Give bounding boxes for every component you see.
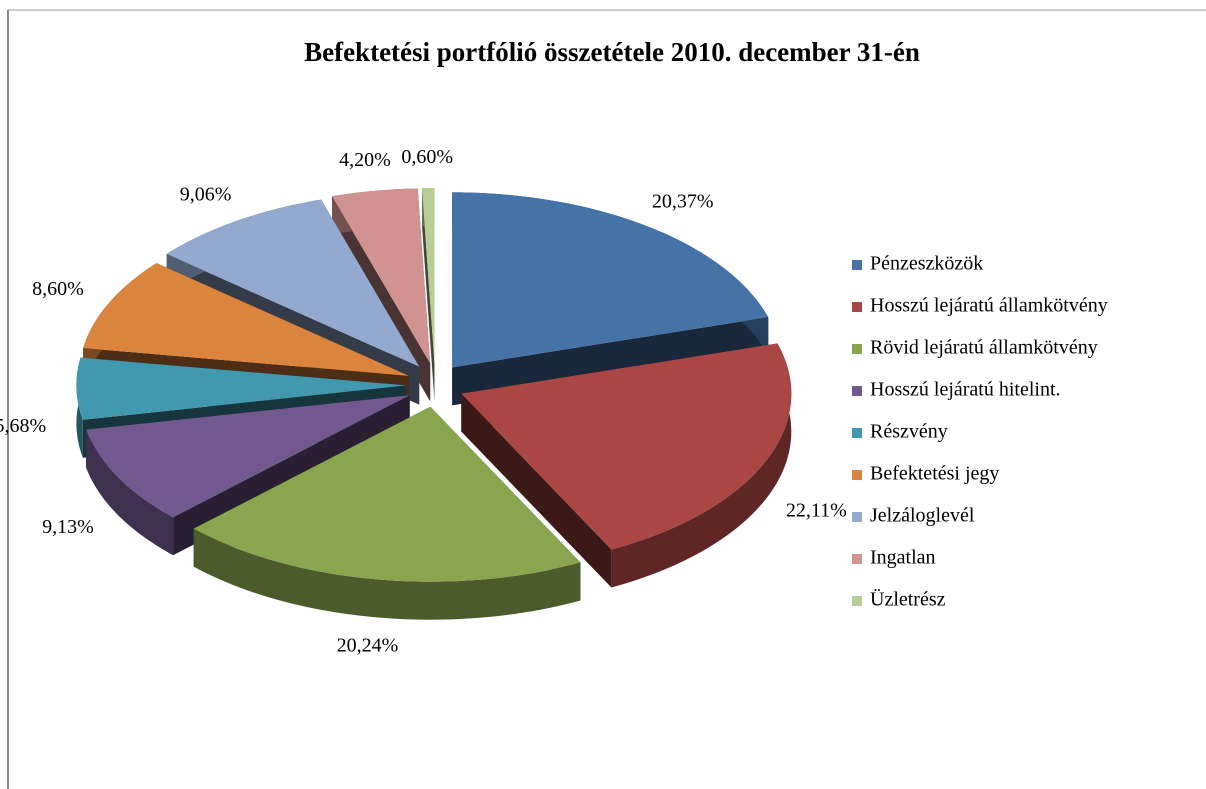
data-label: 0,60%: [401, 146, 453, 168]
slice-top: [83, 263, 409, 376]
data-label: 20,37%: [652, 191, 714, 213]
slice-wall: [422, 188, 435, 402]
data-label: 8,60%: [32, 278, 84, 300]
slice-side: [86, 429, 174, 556]
data-label: 9,13%: [42, 516, 94, 538]
legend-swatch: [852, 302, 862, 312]
legend-label: Hosszú lejáratú államkötvény: [870, 295, 1108, 317]
slice: [422, 188, 435, 402]
legend-swatch: [852, 260, 862, 270]
slice-side: [193, 528, 581, 620]
slice-top: [76, 357, 407, 420]
legend-label: Hosszú lejáratú hitelint.: [870, 379, 1061, 401]
slice-wall: [461, 393, 612, 588]
slice-top: [452, 192, 769, 368]
legend-swatch: [852, 386, 862, 396]
legend-label: Ingatlan: [870, 547, 936, 569]
data-label: 9,06%: [180, 184, 232, 206]
chart-title: Befektetési portfólió összetétele 2010. …: [304, 37, 920, 67]
legend-label: Részvény: [870, 421, 948, 443]
slice-top: [422, 188, 435, 364]
data-label: 20,24%: [337, 634, 399, 656]
legend-label: Befektetési jegy: [870, 463, 999, 485]
data-label: 4,20%: [339, 149, 391, 171]
legend-label: Jelzáloglevél: [870, 505, 975, 527]
slice-top: [86, 395, 410, 518]
slice-top: [193, 406, 581, 582]
legend-swatch: [852, 512, 862, 522]
legend-swatch: [852, 554, 862, 564]
slice-top: [166, 199, 420, 367]
legend-label: Üzletrész: [870, 588, 946, 611]
legend-swatch: [852, 344, 862, 354]
legend-swatch: [852, 428, 862, 438]
legend-swatch: [852, 596, 862, 606]
slice: [461, 343, 792, 588]
slice-top: [461, 343, 792, 550]
legend-label: Rövid lejáratú államkötvény: [870, 337, 1098, 359]
slice: [193, 406, 581, 620]
data-label: 5,68%: [0, 415, 46, 437]
legend-swatch: [852, 470, 862, 480]
data-label: 22,11%: [786, 500, 847, 522]
slice-side: [611, 343, 792, 588]
legend-label: Pénzeszközök: [870, 253, 983, 275]
slice-top: [332, 188, 431, 364]
